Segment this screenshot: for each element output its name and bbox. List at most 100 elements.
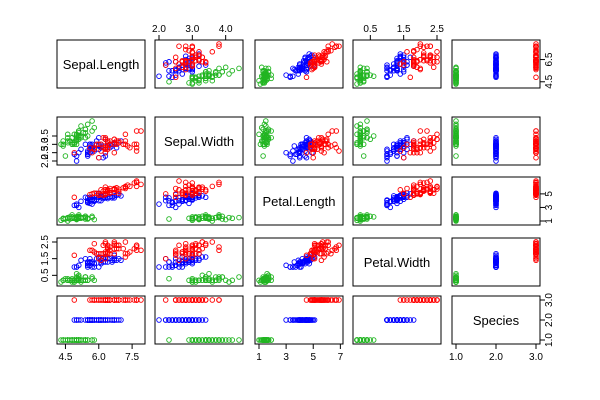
point-virginica — [202, 297, 209, 303]
point-setosa — [264, 141, 270, 148]
point-virginica — [318, 257, 325, 264]
point-setosa — [453, 136, 459, 143]
point-virginica — [91, 190, 98, 196]
point-setosa — [268, 277, 274, 284]
point-virginica — [216, 297, 222, 303]
point-setosa — [453, 138, 459, 144]
point-virginica — [318, 148, 325, 154]
point-versicolor — [390, 196, 397, 203]
point-virginica — [202, 242, 209, 249]
point-versicolor — [166, 73, 172, 79]
point-virginica — [162, 191, 169, 197]
point-versicolor — [303, 134, 310, 141]
point-setosa — [189, 75, 196, 82]
point-setosa — [453, 277, 459, 284]
point-setosa — [189, 215, 196, 222]
point-setosa — [357, 136, 364, 143]
point-setosa — [364, 69, 370, 75]
point-versicolor — [186, 259, 192, 265]
point-virginica — [122, 185, 129, 192]
point-versicolor — [394, 317, 400, 323]
point-versicolor — [493, 262, 499, 269]
point-versicolor — [196, 317, 202, 323]
point-versicolor — [182, 53, 189, 59]
top-axis-sepal-width-tick-label: 3.0 — [185, 24, 199, 35]
panel-points — [453, 239, 539, 285]
point-virginica — [315, 60, 322, 66]
point-virginica — [417, 179, 424, 186]
point-setosa — [202, 214, 209, 221]
point-setosa — [453, 75, 459, 82]
point-setosa — [261, 73, 268, 79]
point-versicolor — [162, 60, 169, 66]
point-versicolor — [300, 317, 307, 323]
point-virginica — [176, 43, 182, 49]
left-axis-sepal-width-tick-label: 2.0 — [40, 154, 51, 168]
point-setosa — [219, 337, 226, 343]
point-virginica — [199, 54, 206, 61]
point-setosa — [364, 214, 370, 221]
point-setosa — [78, 123, 84, 129]
point-setosa — [364, 212, 370, 218]
point-setosa — [219, 69, 226, 75]
point-setosa — [370, 133, 377, 139]
point-setosa — [236, 214, 242, 221]
point-virginica — [96, 141, 102, 148]
point-versicolor — [493, 60, 499, 66]
point-versicolor — [89, 259, 95, 265]
point-setosa — [222, 64, 229, 71]
point-virginica — [172, 247, 179, 254]
panel-points — [156, 41, 242, 87]
point-versicolor — [384, 153, 390, 159]
point-virginica — [533, 74, 539, 81]
panel-sepal-width-vs-sepal-width — [154, 116, 244, 166]
point-versicolor — [169, 317, 176, 323]
panel-petal-width-vs-species — [451, 237, 541, 287]
panel-points — [256, 297, 342, 343]
point-virginica — [325, 239, 331, 245]
point-virginica — [96, 154, 102, 161]
point-versicolor — [73, 158, 80, 164]
point-virginica — [100, 134, 106, 141]
top-axis-petal-width-tick-label: 2.5 — [430, 24, 444, 35]
point-setosa — [199, 73, 206, 79]
point-setosa — [199, 337, 206, 343]
point-setosa — [73, 277, 80, 284]
point-versicolor — [172, 72, 179, 78]
point-virginica — [313, 56, 319, 63]
point-versicolor — [493, 144, 499, 151]
point-versicolor — [400, 69, 407, 75]
point-versicolor — [303, 254, 310, 260]
point-versicolor — [384, 67, 390, 74]
point-virginica — [209, 297, 216, 303]
point-virginica — [410, 141, 417, 148]
point-virginica — [434, 183, 440, 190]
point-virginica — [333, 244, 340, 250]
point-virginica — [133, 128, 140, 134]
point-virginica — [315, 297, 322, 303]
point-setosa — [192, 337, 199, 343]
point-virginica — [417, 41, 424, 47]
point-virginica — [414, 146, 420, 153]
point-setosa — [260, 153, 266, 159]
point-versicolor — [166, 264, 172, 270]
point-versicolor — [384, 73, 390, 79]
point-versicolor — [390, 317, 397, 323]
panel-points — [354, 178, 440, 224]
variable-label-petal-length: Petal.Length — [262, 194, 335, 209]
point-setosa — [209, 337, 216, 343]
point-versicolor — [397, 53, 404, 59]
point-setosa — [453, 70, 459, 76]
point-virginica — [533, 242, 539, 249]
point-virginica — [182, 43, 189, 49]
point-versicolor — [400, 141, 407, 148]
point-virginica — [404, 141, 410, 148]
point-virginica — [122, 254, 129, 260]
point-virginica — [417, 141, 424, 148]
point-setosa — [222, 337, 229, 343]
point-virginica — [122, 250, 129, 257]
point-versicolor — [287, 317, 293, 323]
point-versicolor — [298, 144, 304, 151]
point-virginica — [533, 63, 539, 69]
point-setosa — [60, 138, 66, 144]
